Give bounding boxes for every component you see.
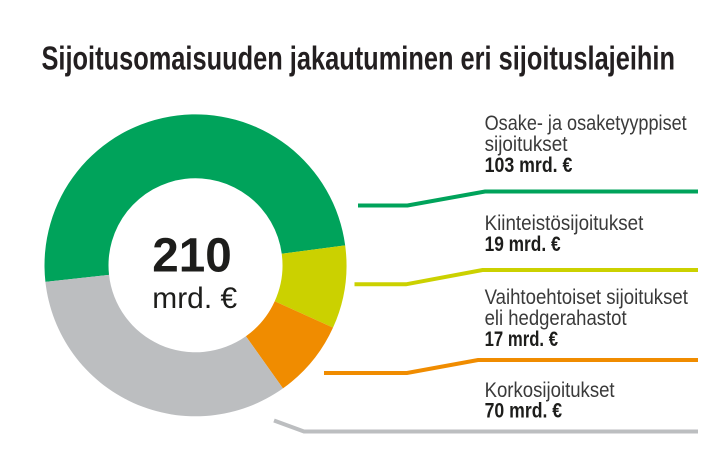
svg-text:sijoitukset: sijoitukset — [485, 133, 568, 156]
svg-text:17 mrd. €: 17 mrd. € — [485, 328, 559, 351]
svg-text:eli hedgerahastot: eli hedgerahastot — [485, 307, 627, 330]
svg-text:Sijoitusomaisuuden jakautumine: Sijoitusomaisuuden jakautuminen eri sijo… — [42, 41, 676, 78]
svg-text:19 mrd. €: 19 mrd. € — [485, 233, 561, 256]
svg-text:70 mrd. €: 70 mrd. € — [485, 400, 563, 423]
svg-text:210: 210 — [152, 230, 232, 283]
svg-text:Kiinteistösijoitukset: Kiinteistösijoitukset — [485, 212, 644, 235]
svg-text:mrd. €: mrd. € — [152, 282, 237, 315]
svg-text:Vaihtoehtoiset sijoitukset: Vaihtoehtoiset sijoitukset — [485, 286, 688, 309]
svg-text:Osake- ja osaketyyppiset: Osake- ja osaketyyppiset — [485, 112, 687, 135]
svg-text:Korkosijoitukset: Korkosijoitukset — [485, 379, 615, 402]
svg-text:103 mrd. €: 103 mrd. € — [485, 154, 573, 177]
